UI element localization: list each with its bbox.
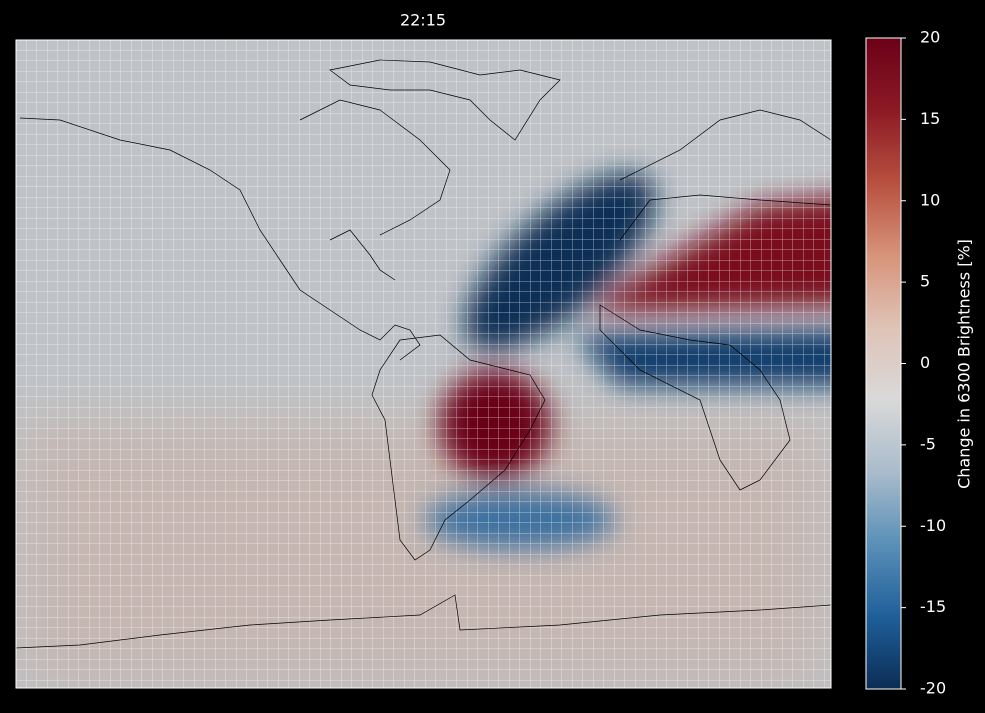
- chart-title: 22:15: [400, 11, 446, 30]
- colorbar-tick-label: 10: [920, 190, 940, 209]
- colorbar-tick-label: -5: [920, 434, 936, 453]
- colorbar-tick-label: 20: [920, 28, 940, 47]
- colorbar-tick-label: -10: [920, 516, 946, 535]
- colorbar: [865, 37, 902, 690]
- colorbar-label: Change in 6300 Brightness [%]: [955, 239, 974, 489]
- map-frame: [15, 39, 832, 689]
- colorbar-tick-label: 15: [920, 109, 940, 128]
- colorbar-tick-label: 5: [920, 272, 930, 291]
- colorbar-tick-label: -20: [920, 679, 946, 698]
- map: [16, 40, 831, 688]
- colorbar-tick-label: 0: [920, 353, 930, 372]
- colorbar-tick-label: -15: [920, 597, 946, 616]
